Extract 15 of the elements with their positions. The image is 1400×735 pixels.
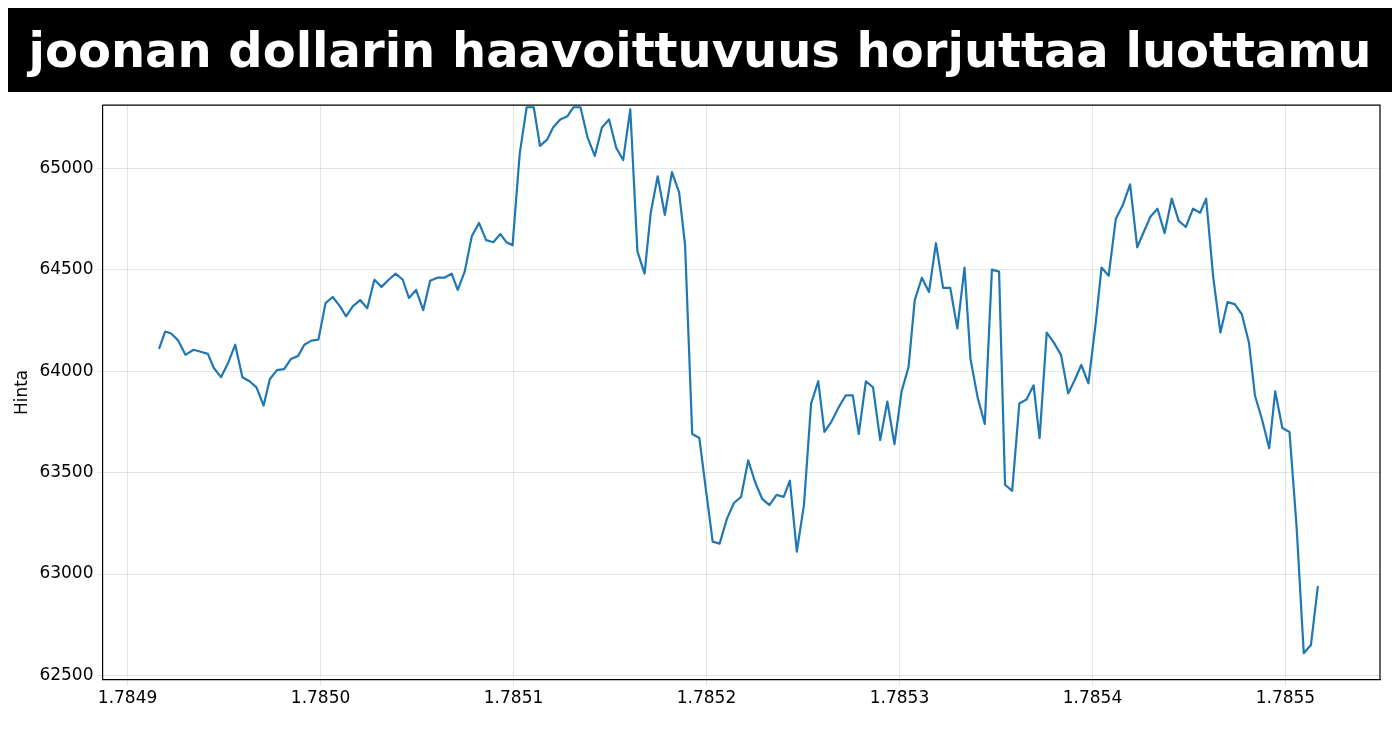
chart-title: joonan dollarin haavoittuvuus horjuttaa luottamu [8, 8, 1392, 92]
x-tick-label: 1.7854 [1062, 687, 1123, 708]
y-tick-label: 64500 [39, 258, 94, 279]
y-tick-label: 63000 [39, 562, 94, 583]
y-tick-label: 63500 [39, 460, 94, 481]
y-tick-label: 62500 [39, 663, 94, 684]
x-tick-label: 1.7853 [869, 687, 930, 708]
y-tick-label: 64000 [39, 359, 94, 380]
x-tick-label: 1.7855 [1255, 687, 1316, 708]
x-tick-label: 1.7851 [483, 687, 544, 708]
x-tick-label: 1.7849 [97, 687, 158, 708]
y-tick-label: 65000 [39, 156, 94, 177]
x-tick-label: 1.7850 [290, 687, 351, 708]
y-axis-title: Hinta [10, 369, 31, 416]
x-tick-label: 1.7852 [676, 687, 737, 708]
